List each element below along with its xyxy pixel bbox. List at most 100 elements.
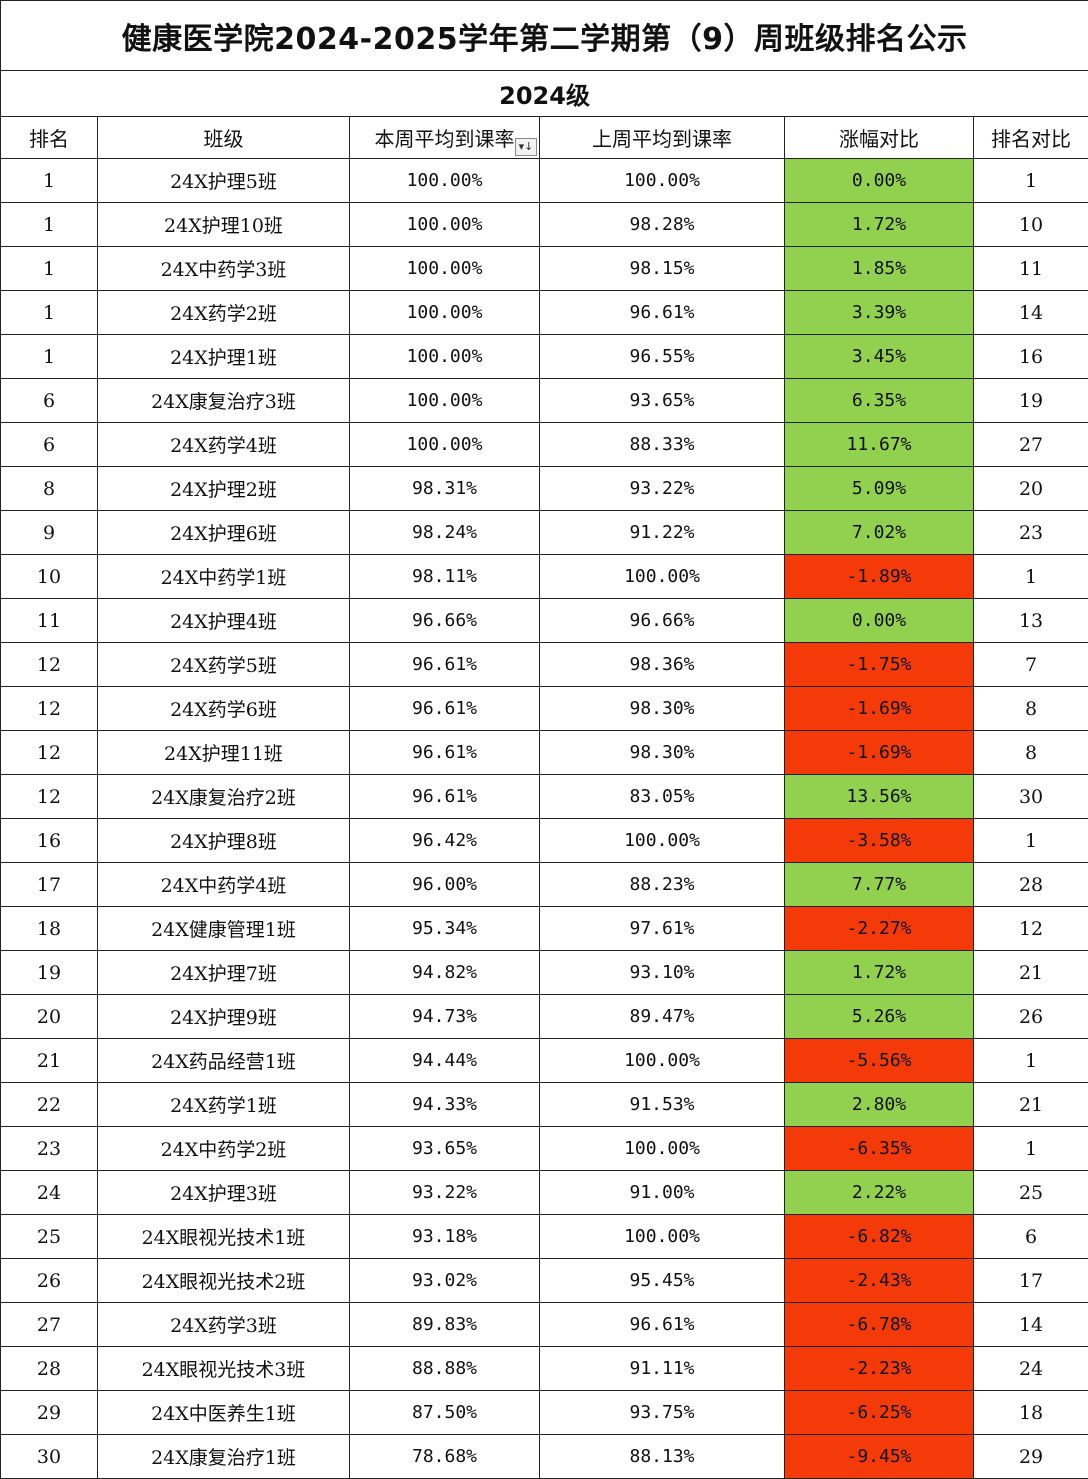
cell-last-rank[interactable]: 1 <box>972 1126 1088 1171</box>
cell-change[interactable]: -3.58% <box>784 818 974 863</box>
cell-change[interactable]: -1.89% <box>784 554 974 599</box>
cell-change[interactable]: 11.67% <box>784 422 974 467</box>
cell-last-week-rate[interactable]: 93.65% <box>539 378 785 423</box>
cell-rank[interactable]: 20 <box>0 994 98 1039</box>
cell-last-week-rate[interactable]: 91.00% <box>539 1170 785 1215</box>
cell-this-week-rate[interactable]: 95.34% <box>349 906 540 951</box>
sort-filter-icon[interactable]: ▾↓ <box>515 138 537 156</box>
cell-class[interactable]: 24X护理5班 <box>97 158 350 203</box>
cell-change[interactable]: 5.26% <box>784 994 974 1039</box>
cell-this-week-rate[interactable]: 100.00% <box>349 202 540 247</box>
cell-last-week-rate[interactable]: 88.33% <box>539 422 785 467</box>
cell-last-rank[interactable]: 20 <box>972 466 1088 511</box>
cell-this-week-rate[interactable]: 88.88% <box>349 1346 540 1391</box>
cell-change[interactable]: -6.35% <box>784 1126 974 1171</box>
cell-this-week-rate[interactable]: 96.61% <box>349 730 540 775</box>
cell-last-rank[interactable]: 1 <box>972 554 1088 599</box>
cell-rank[interactable]: 19 <box>0 950 98 995</box>
cell-last-week-rate[interactable]: 89.47% <box>539 994 785 1039</box>
header-class[interactable]: 班级 <box>97 116 350 159</box>
cell-this-week-rate[interactable]: 94.33% <box>349 1082 540 1127</box>
cell-last-rank[interactable]: 1 <box>972 818 1088 863</box>
cell-change[interactable]: 5.09% <box>784 466 974 511</box>
cell-last-rank[interactable]: 26 <box>972 994 1088 1039</box>
cell-last-rank[interactable]: 14 <box>972 290 1088 335</box>
cell-class[interactable]: 24X中医养生1班 <box>97 1390 350 1435</box>
cell-last-rank[interactable]: 8 <box>972 730 1088 775</box>
cell-rank[interactable]: 30 <box>0 1434 98 1479</box>
cell-rank[interactable]: 28 <box>0 1346 98 1391</box>
cell-this-week-rate[interactable]: 98.24% <box>349 510 540 555</box>
cell-class[interactable]: 24X护理11班 <box>97 730 350 775</box>
cell-rank[interactable]: 27 <box>0 1302 98 1347</box>
cell-this-week-rate[interactable]: 96.61% <box>349 774 540 819</box>
cell-last-week-rate[interactable]: 100.00% <box>539 1126 785 1171</box>
cell-last-rank[interactable]: 21 <box>972 1082 1088 1127</box>
cell-class[interactable]: 24X康复治疗2班 <box>97 774 350 819</box>
cell-this-week-rate[interactable]: 94.44% <box>349 1038 540 1083</box>
cell-rank[interactable]: 1 <box>0 158 98 203</box>
cell-last-week-rate[interactable]: 91.11% <box>539 1346 785 1391</box>
cell-last-week-rate[interactable]: 100.00% <box>539 818 785 863</box>
cell-change[interactable]: -9.45% <box>784 1434 974 1479</box>
cell-rank[interactable]: 18 <box>0 906 98 951</box>
cell-this-week-rate[interactable]: 94.82% <box>349 950 540 995</box>
cell-class[interactable]: 24X药品经营1班 <box>97 1038 350 1083</box>
cell-last-week-rate[interactable]: 88.23% <box>539 862 785 907</box>
cell-last-week-rate[interactable]: 97.61% <box>539 906 785 951</box>
cell-last-rank[interactable]: 25 <box>972 1170 1088 1215</box>
cell-class[interactable]: 24X护理2班 <box>97 466 350 511</box>
cell-rank[interactable]: 25 <box>0 1214 98 1259</box>
cell-last-rank[interactable]: 13 <box>972 598 1088 643</box>
cell-last-week-rate[interactable]: 93.22% <box>539 466 785 511</box>
cell-this-week-rate[interactable]: 98.11% <box>349 554 540 599</box>
cell-last-rank[interactable]: 16 <box>972 334 1088 379</box>
cell-rank[interactable]: 12 <box>0 642 98 687</box>
cell-rank[interactable]: 12 <box>0 730 98 775</box>
cell-rank[interactable]: 16 <box>0 818 98 863</box>
cell-class[interactable]: 24X护理1班 <box>97 334 350 379</box>
cell-last-week-rate[interactable]: 96.61% <box>539 1302 785 1347</box>
cell-last-week-rate[interactable]: 100.00% <box>539 1214 785 1259</box>
cell-this-week-rate[interactable]: 96.61% <box>349 686 540 731</box>
cell-this-week-rate[interactable]: 89.83% <box>349 1302 540 1347</box>
header-this-week-rate[interactable]: 本周平均到课率 ▾↓ <box>349 116 540 159</box>
cell-last-rank[interactable]: 24 <box>972 1346 1088 1391</box>
cell-class[interactable]: 24X眼视光技术1班 <box>97 1214 350 1259</box>
cell-last-week-rate[interactable]: 83.05% <box>539 774 785 819</box>
cell-last-rank[interactable]: 23 <box>972 510 1088 555</box>
cell-last-week-rate[interactable]: 95.45% <box>539 1258 785 1303</box>
header-rank-compare[interactable]: 排名对比 <box>972 116 1088 159</box>
cell-this-week-rate[interactable]: 96.42% <box>349 818 540 863</box>
cell-change[interactable]: 0.00% <box>784 158 974 203</box>
cell-class[interactable]: 24X护理6班 <box>97 510 350 555</box>
cell-change[interactable]: -1.69% <box>784 730 974 775</box>
cell-this-week-rate[interactable]: 100.00% <box>349 246 540 291</box>
cell-last-rank[interactable]: 7 <box>972 642 1088 687</box>
cell-last-week-rate[interactable]: 88.13% <box>539 1434 785 1479</box>
cell-class[interactable]: 24X护理10班 <box>97 202 350 247</box>
cell-change[interactable]: 0.00% <box>784 598 974 643</box>
cell-change[interactable]: -1.69% <box>784 686 974 731</box>
cell-class[interactable]: 24X护理8班 <box>97 818 350 863</box>
cell-last-rank[interactable]: 27 <box>972 422 1088 467</box>
cell-change[interactable]: -5.56% <box>784 1038 974 1083</box>
cell-class[interactable]: 24X药学5班 <box>97 642 350 687</box>
cell-last-rank[interactable]: 6 <box>972 1214 1088 1259</box>
header-change[interactable]: 涨幅对比 <box>784 116 974 159</box>
cell-last-rank[interactable]: 21 <box>972 950 1088 995</box>
cell-class[interactable]: 24X护理3班 <box>97 1170 350 1215</box>
cell-this-week-rate[interactable]: 93.02% <box>349 1258 540 1303</box>
cell-last-rank[interactable]: 12 <box>972 906 1088 951</box>
cell-change[interactable]: -6.82% <box>784 1214 974 1259</box>
cell-rank[interactable]: 11 <box>0 598 98 643</box>
cell-last-week-rate[interactable]: 96.66% <box>539 598 785 643</box>
cell-last-rank[interactable]: 28 <box>972 862 1088 907</box>
cell-change[interactable]: 1.72% <box>784 950 974 995</box>
cell-rank[interactable]: 1 <box>0 334 98 379</box>
cell-change[interactable]: -6.78% <box>784 1302 974 1347</box>
cell-change[interactable]: 13.56% <box>784 774 974 819</box>
cell-this-week-rate[interactable]: 96.00% <box>349 862 540 907</box>
cell-change[interactable]: -2.43% <box>784 1258 974 1303</box>
cell-class[interactable]: 24X护理9班 <box>97 994 350 1039</box>
